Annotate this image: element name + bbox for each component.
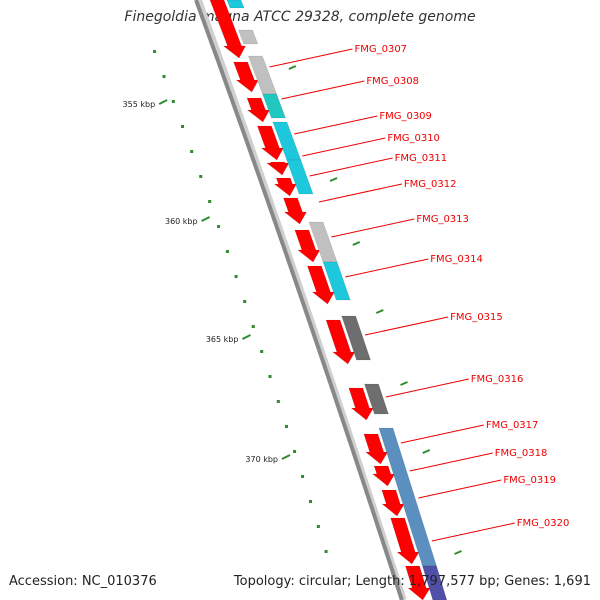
tick-label: 355 kbp bbox=[123, 100, 156, 109]
feature-tick bbox=[352, 241, 361, 246]
minor-tick bbox=[293, 450, 297, 453]
cds-arrow bbox=[209, 0, 247, 59]
gene-label: FMG_0310 bbox=[387, 133, 440, 144]
minor-tick bbox=[153, 50, 157, 53]
cds-arrow bbox=[233, 61, 259, 93]
minor-tick bbox=[260, 350, 264, 353]
gene-leader-line bbox=[302, 137, 386, 157]
gene-leader-line bbox=[281, 80, 365, 100]
backbone-line bbox=[194, 0, 404, 600]
minor-tick bbox=[284, 425, 288, 428]
minor-tick bbox=[171, 100, 175, 103]
minor-tick bbox=[324, 550, 328, 553]
minor-tick bbox=[234, 275, 238, 278]
gene-label: FMG_0314 bbox=[430, 254, 483, 265]
gene-leader-line bbox=[365, 316, 449, 336]
gene-label: FMG_0308 bbox=[366, 76, 419, 87]
minor-tick bbox=[276, 400, 280, 403]
feature-box bbox=[286, 159, 314, 195]
minor-tick bbox=[181, 125, 185, 128]
gene-label: FMG_0312 bbox=[404, 179, 457, 190]
minor-tick bbox=[208, 200, 212, 203]
minor-tick bbox=[190, 150, 194, 153]
cds-arrow bbox=[256, 125, 284, 161]
genome-summary-text: Topology: circular; Length: 1,797,577 bp… bbox=[233, 574, 591, 589]
cds-arrow bbox=[381, 489, 405, 517]
minor-tick bbox=[309, 500, 312, 503]
feature-tick bbox=[422, 449, 431, 454]
cds-arrow bbox=[273, 177, 297, 197]
gene-leader-line bbox=[409, 452, 493, 472]
feature-box bbox=[238, 29, 259, 45]
minor-tick bbox=[199, 175, 203, 178]
gene-leader-line bbox=[418, 479, 502, 499]
feature-tick bbox=[329, 177, 338, 182]
gene-leader-line bbox=[345, 258, 429, 278]
cds-arrow bbox=[405, 565, 431, 600]
cds-arrow bbox=[363, 433, 389, 465]
feature-box bbox=[226, 0, 245, 9]
minor-tick bbox=[251, 325, 255, 328]
feature-box bbox=[364, 383, 389, 415]
minor-tick bbox=[217, 225, 221, 228]
minor-tick bbox=[162, 75, 166, 78]
major-tick bbox=[281, 454, 291, 460]
cds-arrow bbox=[283, 197, 307, 225]
cds-arrow bbox=[307, 265, 335, 305]
minor-tick bbox=[268, 375, 272, 378]
tick-label: 370 kbp bbox=[245, 455, 278, 464]
cds-arrow bbox=[390, 517, 420, 565]
gene-label: FMG_0313 bbox=[416, 214, 469, 225]
feature-box bbox=[322, 261, 351, 301]
gene-leader-line bbox=[309, 157, 393, 177]
gene-label: FMG_0319 bbox=[503, 475, 556, 486]
feature-box bbox=[422, 565, 448, 600]
major-tick bbox=[158, 99, 168, 105]
minor-tick bbox=[243, 300, 247, 303]
accession-text: Accession: NC_010376 bbox=[9, 574, 157, 589]
cds-arrow bbox=[266, 161, 290, 176]
cds-arrow bbox=[371, 465, 396, 487]
major-tick bbox=[201, 216, 211, 222]
feature-tick bbox=[375, 309, 384, 314]
gene-leader-line bbox=[385, 378, 469, 398]
gene-leader-line bbox=[431, 522, 515, 542]
map-title: Finegoldia magna ATCC 29328, complete ge… bbox=[124, 9, 476, 25]
feature-tick bbox=[400, 381, 408, 386]
cds-arrow bbox=[348, 387, 374, 421]
gene-leader-line bbox=[400, 424, 484, 444]
cds-arrow bbox=[246, 97, 271, 123]
gene-label: FMG_0315 bbox=[450, 312, 503, 323]
gene-label: FMG_0318 bbox=[495, 448, 548, 459]
gene-leader-line bbox=[269, 48, 353, 68]
minor-tick bbox=[316, 525, 320, 528]
feature-box bbox=[262, 93, 286, 119]
cds-arrow bbox=[325, 319, 356, 365]
tick-label: 365 kbp bbox=[206, 335, 239, 344]
gene-leader-line bbox=[331, 218, 415, 238]
gene-label: FMG_0309 bbox=[379, 111, 432, 122]
feature-tick bbox=[454, 550, 462, 555]
gene-label: FMG_0316 bbox=[471, 374, 524, 385]
tick-label: 360 kbp bbox=[165, 217, 198, 226]
gene-label: FMG_0317 bbox=[486, 420, 539, 431]
feature-tick bbox=[288, 65, 297, 70]
feature-box bbox=[341, 315, 371, 361]
minor-tick bbox=[225, 250, 229, 253]
gene-label: FMG_0320 bbox=[517, 518, 570, 529]
gene-label: FMG_0307 bbox=[354, 44, 407, 55]
gene-leader-line bbox=[318, 183, 403, 203]
gene-leader-line bbox=[294, 115, 378, 135]
major-tick bbox=[242, 334, 251, 340]
cds-arrow bbox=[294, 229, 321, 263]
minor-tick bbox=[301, 475, 305, 478]
feature-box bbox=[308, 221, 338, 263]
gene-label: FMG_0311 bbox=[395, 153, 448, 164]
